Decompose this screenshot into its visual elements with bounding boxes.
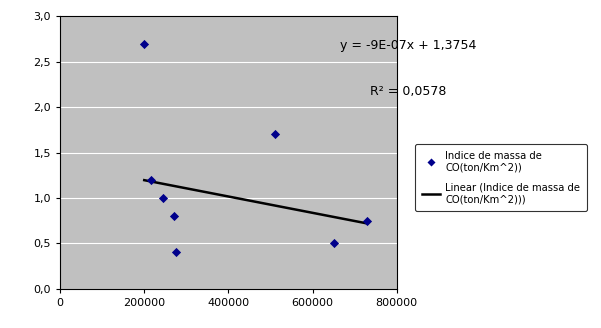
- Point: [171, 250, 181, 255]
- Point: [270, 132, 279, 137]
- Point: [139, 41, 149, 46]
- Point: [362, 218, 372, 223]
- Legend: Indice de massa de
CO(ton/Km^2)), Linear (Indice de massa de
CO(ton/Km^2))): Indice de massa de CO(ton/Km^2)), Linear…: [415, 144, 587, 211]
- Point: [159, 195, 168, 200]
- Point: [329, 241, 338, 246]
- Point: [169, 214, 178, 219]
- Point: [145, 177, 155, 182]
- Text: y = -9E-07x + 1,3754: y = -9E-07x + 1,3754: [341, 39, 477, 52]
- Text: R² = 0,0578: R² = 0,0578: [370, 85, 447, 98]
